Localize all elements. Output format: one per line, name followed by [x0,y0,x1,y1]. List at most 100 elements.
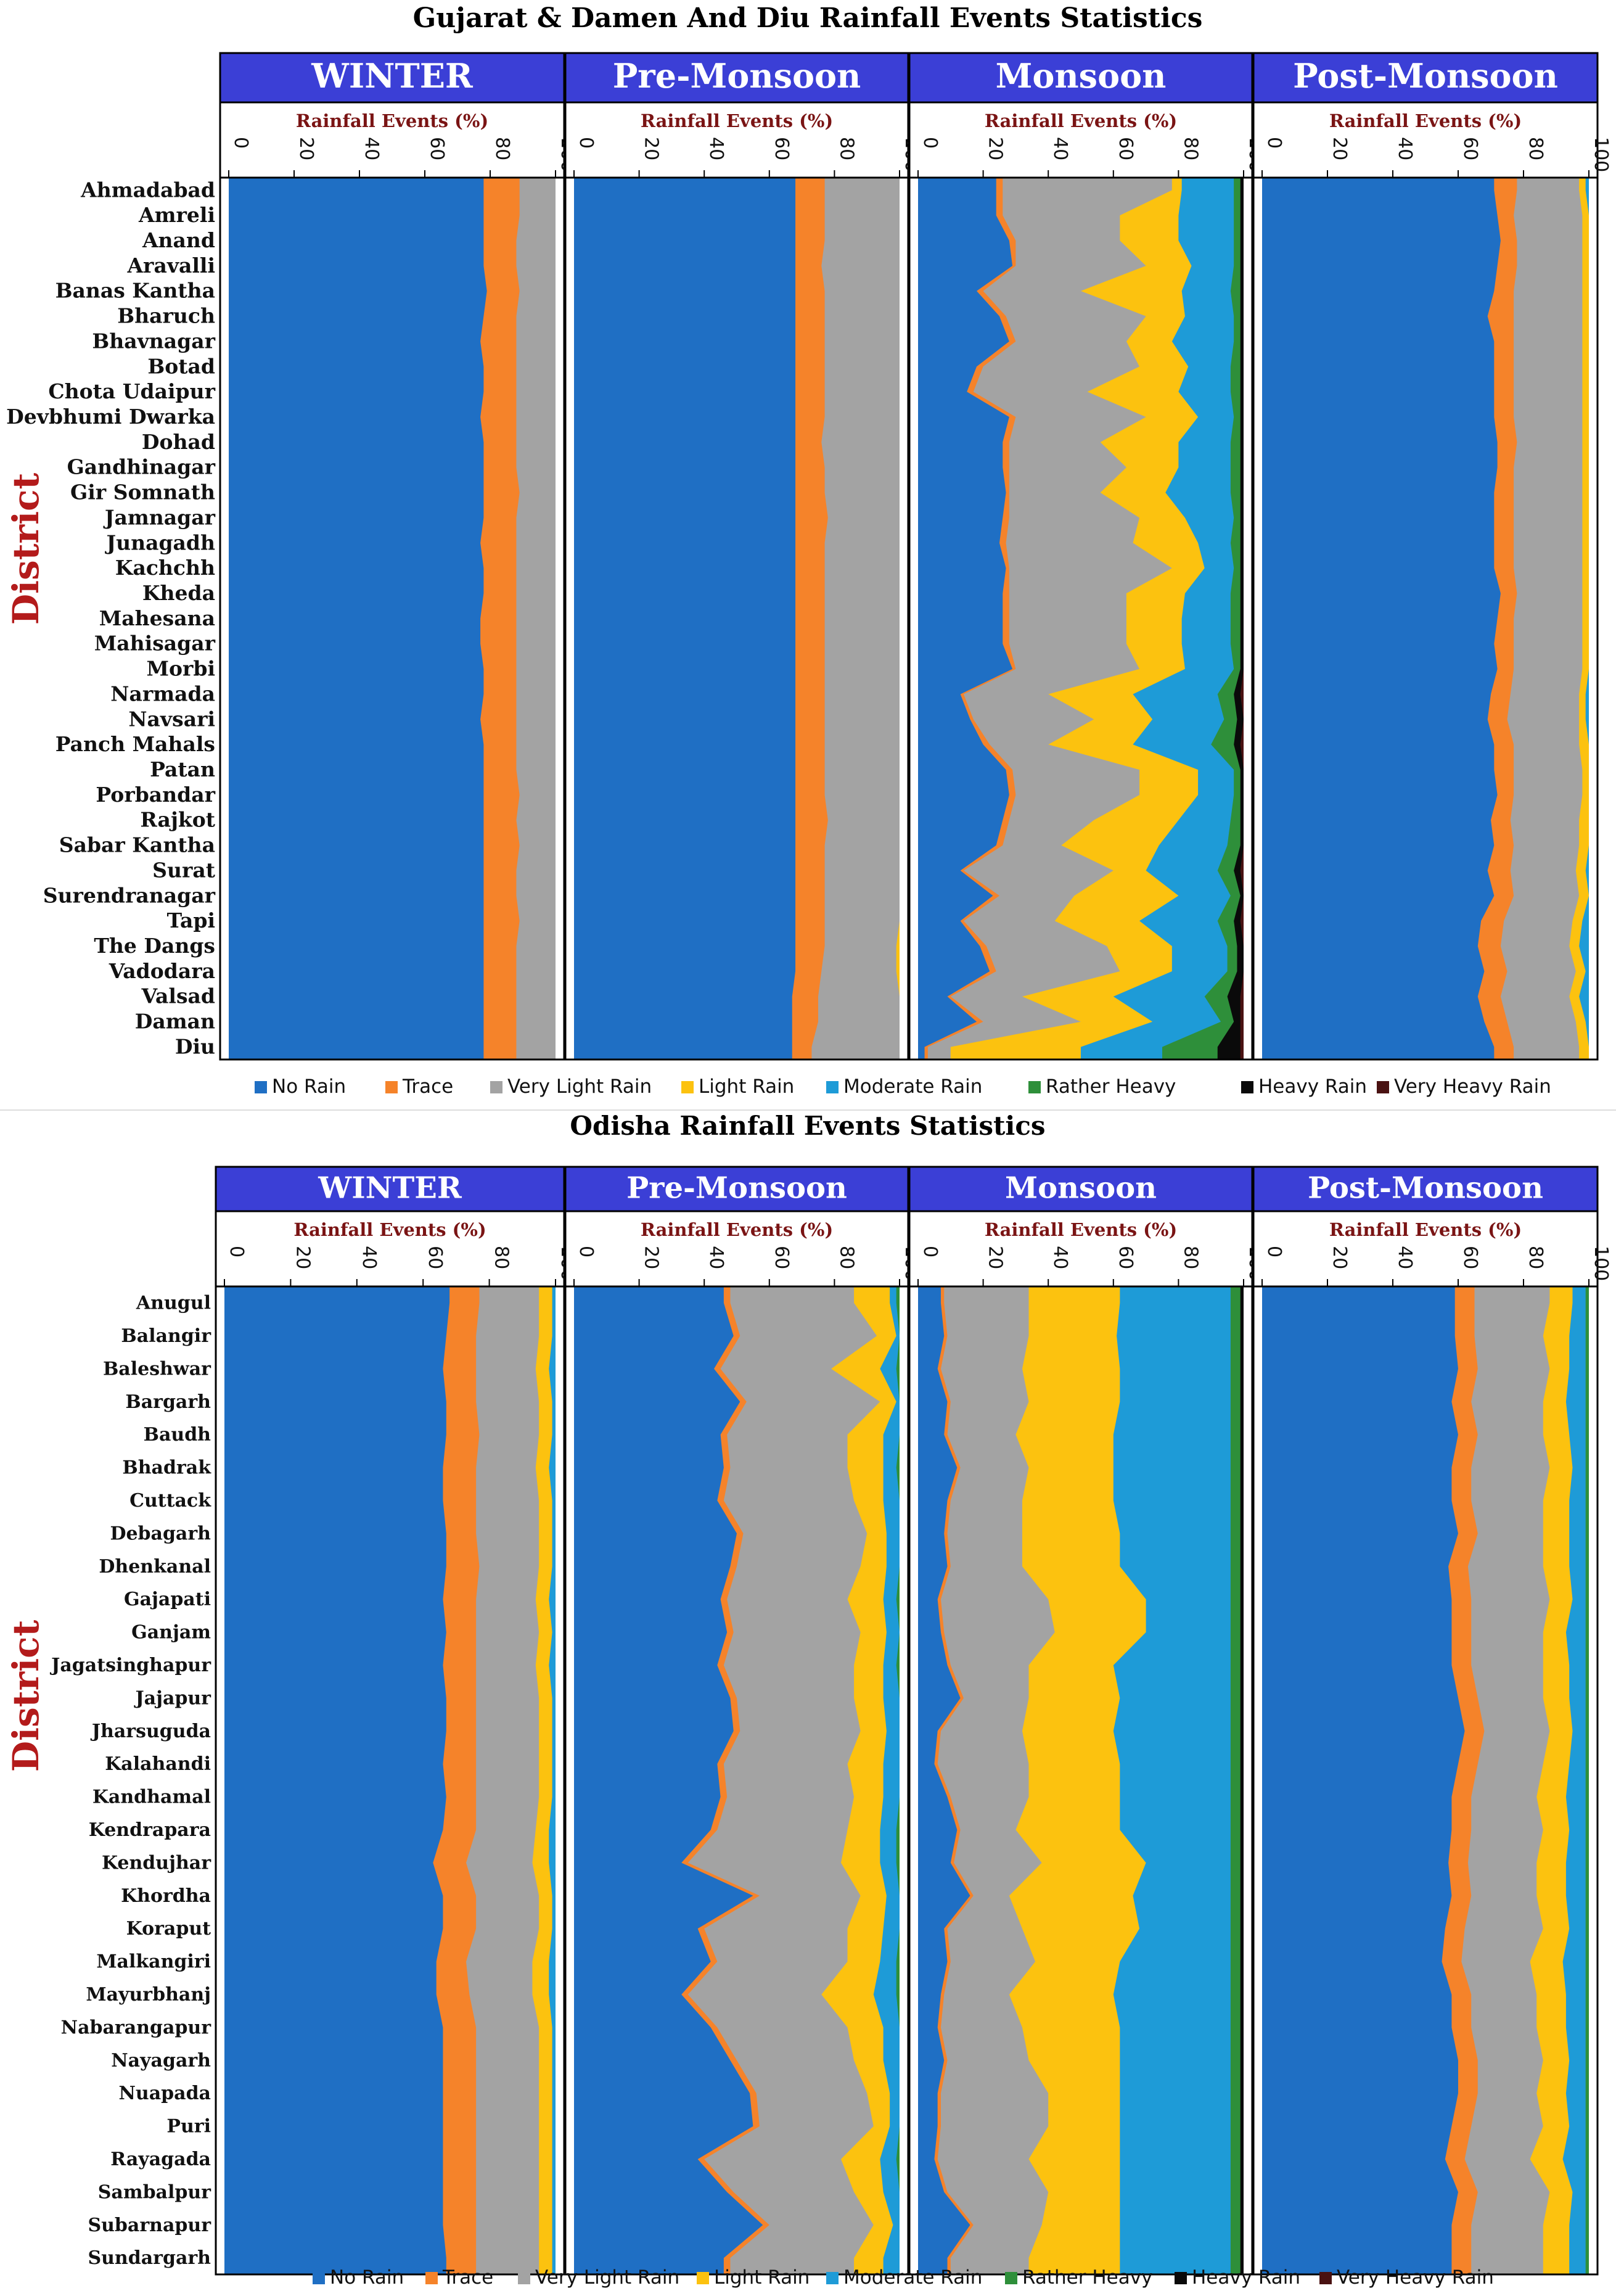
x-tick-label: 0 [1263,137,1285,149]
x-tick-label: 60 [771,1246,792,1269]
area-very-light [918,1286,1055,2274]
season-title: WINTER [318,1171,462,1205]
district-label: Morbi [146,657,215,681]
chart-title: Gujarat & Damen And Diu Rainfall Events … [413,2,1203,34]
district-label: Nuapada [118,2083,211,2104]
x-tick-label: 0 [575,1246,597,1257]
season-title: Post-Monsoon [1293,56,1558,96]
district-label: Patan [150,757,215,781]
axis-band [564,101,909,179]
x-tick-label: 40 [358,1246,380,1269]
district-label: Kendrapara [89,1819,211,1841]
x-tick-label: 20 [1329,137,1350,160]
legend-swatch [1377,1081,1389,1093]
plot-frame [564,1285,909,2276]
district-label: Malkangiri [96,1951,211,1973]
legend-swatch [313,2272,325,2284]
x-axis-title: Rainfall Events (%) [1329,110,1522,131]
area-no-rain [224,1286,450,2274]
district-label: Aravalli [126,253,215,278]
district-label: Jharsuguda [90,1721,211,1742]
legend-swatch [425,2272,438,2284]
x-axis-title: Rainfall Events (%) [641,110,833,131]
x-tick-label: 60 [1115,1246,1136,1269]
x-tick-label: 60 [1115,137,1136,160]
x-axis-title: Rainfall Events (%) [985,110,1177,131]
district-label: Amreli [138,203,215,227]
x-tick-label: 20 [295,137,317,160]
chart-section-2: Odisha Rainfall Events Statistics Distric… [5,1111,1612,2289]
district-label: Ahmadabad [80,178,215,202]
axis-band [908,1210,1253,1288]
legend-swatch [518,2272,530,2284]
x-tick-label: 60 [1459,137,1481,160]
district-label: Jamnagar [103,505,216,529]
x-tick-label: 40 [1394,137,1416,160]
district-label: Bargarh [125,1391,211,1413]
district-label: Debagarh [110,1523,211,1544]
x-tick-label: 20 [985,137,1006,160]
district-label: Kachchh [115,556,215,580]
x-tick-label: 80 [835,1246,857,1269]
season-header [215,1166,565,1212]
plot-frame [564,176,909,1061]
legend-swatch [1241,1081,1253,1093]
season-title: Pre-Monsoon [626,1171,847,1205]
district-label: Cuttack [129,1490,211,1512]
district-label: Jajapur [133,1687,211,1709]
x-axis-title: Rainfall Events (%) [1329,1219,1522,1240]
plot-frame [908,176,1253,1061]
legend-label: Trace [402,1076,453,1098]
area-no-rain [574,178,796,1060]
district-label: Sabar Kantha [59,833,215,857]
x-tick-label: 80 [1179,1246,1201,1269]
district-label: Devbhumi Dwarka [6,405,215,429]
x-tick-label: 20 [641,1246,662,1269]
x-axis-title: Rainfall Events (%) [296,110,488,131]
district-label: Kendujhar [102,1852,211,1874]
area-no-rain [1262,1286,1465,2274]
x-tick-label: 0 [230,137,252,149]
x-tick-label: 80 [835,137,857,160]
district-label: Bhadrak [122,1457,211,1479]
x-tick-label: 20 [641,137,662,160]
legend-swatch [1175,2272,1187,2284]
x-tick-label: 80 [1179,137,1201,160]
district-label: The Dangs [94,934,215,958]
district-label: Daman [135,1010,215,1034]
x-tick-label: 40 [1049,1246,1071,1269]
x-axis-title: Rainfall Events (%) [293,1219,486,1240]
district-label: Gandhinagar [67,455,216,479]
legend-label: Moderate Rain [843,1076,982,1098]
x-tick-label: 0 [575,137,597,149]
legend-label: Heavy Rain [1192,2266,1300,2289]
district-label: Narmada [110,681,215,706]
district-label: Anugul [136,1293,211,1314]
plot-frame [219,176,565,1061]
legend-label: No Rain [330,2266,404,2289]
season-header [908,1166,1253,1212]
x-tick-label: 40 [1394,1246,1416,1269]
legend: No Rain Trace Very Light Rain Light Rain Mod… [313,2266,1494,2289]
x-axis-title: Rainfall Events (%) [641,1219,833,1240]
legend-label: Rather Heavy [1046,1076,1176,1098]
district-label: Subarnapur [88,2215,211,2236]
x-tick-label: 0 [226,1246,247,1257]
district-label: Dohad [142,430,215,454]
season-panel-post-monsoon: Post-Monsoon Rainfall Events (%) 0 20 40 60 80… [1252,52,1612,1061]
legend-swatch [1028,1081,1041,1093]
plot-frame [1252,176,1599,1061]
district-label: Valsad [141,984,215,1008]
district-label: Panch Mahals [55,732,215,756]
legend-label: Very Light Rain [507,1076,652,1098]
x-tick-label: 40 [705,137,727,160]
district-label: Porbandar [96,783,215,807]
x-tick-label: 40 [361,137,382,160]
legend-swatch [255,1081,267,1093]
x-tick-label: 60 [426,137,448,160]
axis-band [564,1210,909,1288]
legend-swatch [826,1081,839,1093]
x-tick-label: 20 [1329,1246,1350,1269]
